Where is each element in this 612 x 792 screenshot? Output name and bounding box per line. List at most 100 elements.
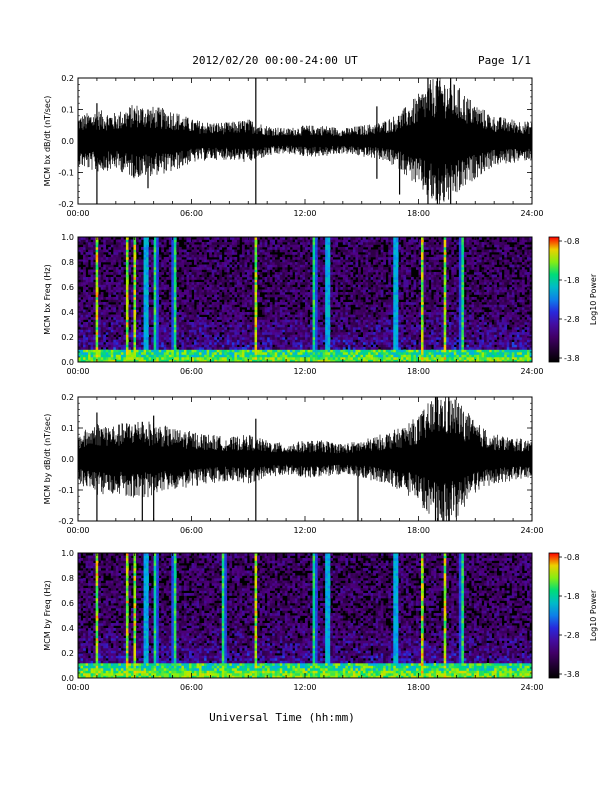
- spectrogram-cell: [143, 247, 147, 250]
- spectrogram-cell: [249, 274, 253, 278]
- spectrogram-cell: [272, 239, 276, 243]
- spectrogram-cell: [317, 342, 321, 345]
- spectrogram-cell: [158, 317, 162, 320]
- spectrogram-cell: [141, 327, 144, 330]
- spectrogram-cell: [224, 239, 228, 243]
- spectrogram-cell: [287, 329, 291, 333]
- spectrogram-cell: [83, 327, 86, 330]
- spectrogram-cell: [342, 282, 346, 285]
- spectrogram-cell: [188, 292, 192, 295]
- spectrogram-cell: [315, 357, 318, 360]
- spectrogram-cell: [370, 332, 374, 335]
- spectrogram-cell: [347, 324, 351, 328]
- spectrogram-cell: [201, 352, 205, 355]
- spectrogram-cell: [229, 302, 233, 305]
- spectrogram-cell: [284, 309, 288, 313]
- spectrogram-cell: [244, 347, 248, 350]
- spectrogram-cell: [80, 329, 84, 333]
- spectrogram-cell: [204, 267, 207, 270]
- spectrogram-cell: [350, 334, 354, 338]
- spectrogram-cell: [229, 299, 233, 303]
- spectrogram-cell: [325, 312, 328, 315]
- spectrogram-cell: [100, 334, 104, 338]
- spectrogram-cell: [196, 322, 200, 325]
- spectrogram-cell: [120, 329, 124, 333]
- spectrogram-cell: [199, 284, 202, 288]
- spectrogram-cell: [335, 314, 339, 318]
- spectrogram-cell: [284, 284, 288, 288]
- spectrogram-cell: [118, 289, 122, 293]
- spectrogram-cell: [267, 289, 270, 293]
- spectrogram-cell: [90, 284, 94, 288]
- spectrogram-cell: [178, 289, 182, 293]
- spectrogram-cell: [315, 342, 318, 345]
- spectrogram-cell: [259, 307, 263, 310]
- spectrogram-cell: [214, 269, 218, 273]
- spectrogram-cell: [110, 277, 114, 280]
- spectrogram-cell: [315, 319, 318, 323]
- spectrogram-cell: [335, 302, 339, 305]
- spectrogram-cell: [327, 267, 331, 270]
- spectrogram-cell: [166, 347, 170, 350]
- spectrogram-cell: [305, 354, 308, 358]
- spectrogram-cell: [151, 274, 154, 278]
- spectrogram-cell: [325, 324, 328, 328]
- spectrogram-cell: [161, 244, 165, 248]
- spectrogram-cell: [350, 297, 354, 300]
- spectrogram-cell: [332, 264, 336, 268]
- spectrogram-cell: [299, 334, 303, 338]
- spectrogram-cell: [363, 259, 366, 263]
- spectrogram-cell: [98, 332, 101, 335]
- spectrogram-cell: [302, 314, 306, 318]
- spectrogram-cell: [302, 272, 306, 275]
- spectrogram-cell: [78, 317, 81, 320]
- spectrogram-cell: [252, 252, 255, 255]
- spectrogram-cell: [221, 339, 225, 343]
- spectrogram-cell: [272, 357, 276, 360]
- spectrogram-cell: [209, 264, 212, 268]
- spectrogram-cell: [83, 352, 86, 355]
- spectrogram-cell: [83, 247, 86, 250]
- spectrogram-cell: [284, 289, 288, 293]
- spectrogram-cell: [292, 344, 296, 348]
- spectrogram-cell: [151, 309, 154, 313]
- spectrogram-cell: [289, 289, 293, 293]
- spectrogram-cell: [108, 319, 112, 323]
- spectrogram-cell: [226, 347, 230, 350]
- spectrogram-cell: [264, 312, 268, 315]
- spectrogram-cell: [327, 304, 331, 308]
- spectrogram-cell: [191, 339, 195, 343]
- spectrogram-cell: [262, 349, 265, 353]
- spectrogram-cell: [365, 312, 369, 315]
- spectrogram-cell: [363, 264, 366, 268]
- spectrogram-cell: [93, 337, 96, 340]
- spectrogram-cell: [130, 279, 134, 283]
- spectrogram-cell: [80, 314, 84, 318]
- spectrogram-cell: [292, 329, 296, 333]
- spectrogram-cell: [252, 269, 255, 273]
- spectrogram-cell: [325, 294, 328, 298]
- spectrogram-cell: [224, 287, 228, 290]
- spectrogram-cell: [194, 254, 197, 258]
- spectrogram-cell: [163, 324, 167, 328]
- spectrogram-cell: [322, 247, 326, 250]
- spectrogram-cell: [327, 302, 331, 305]
- spectrogram-cell: [196, 297, 200, 300]
- spectrogram-cell: [191, 359, 195, 363]
- spectrogram-cell: [357, 332, 361, 335]
- spectrogram-cell: [166, 352, 170, 355]
- spectrogram-cell: [166, 357, 170, 360]
- spectrogram-cell: [156, 249, 160, 253]
- spectrogram-cell: [123, 357, 127, 360]
- spectrogram-cell: [196, 352, 200, 355]
- spectrogram-cell: [143, 337, 147, 340]
- spectrogram-cell: [188, 274, 192, 278]
- spectrogram-cell: [254, 324, 258, 328]
- spectrogram-cell: [368, 324, 371, 328]
- spectrogram-cell: [178, 262, 182, 265]
- spectrogram-cell: [214, 264, 218, 268]
- spectrogram-cell: [340, 237, 344, 240]
- spectrogram-cell: [156, 304, 160, 308]
- spectrogram-cell: [342, 312, 346, 315]
- spectrogram-cell: [181, 264, 185, 268]
